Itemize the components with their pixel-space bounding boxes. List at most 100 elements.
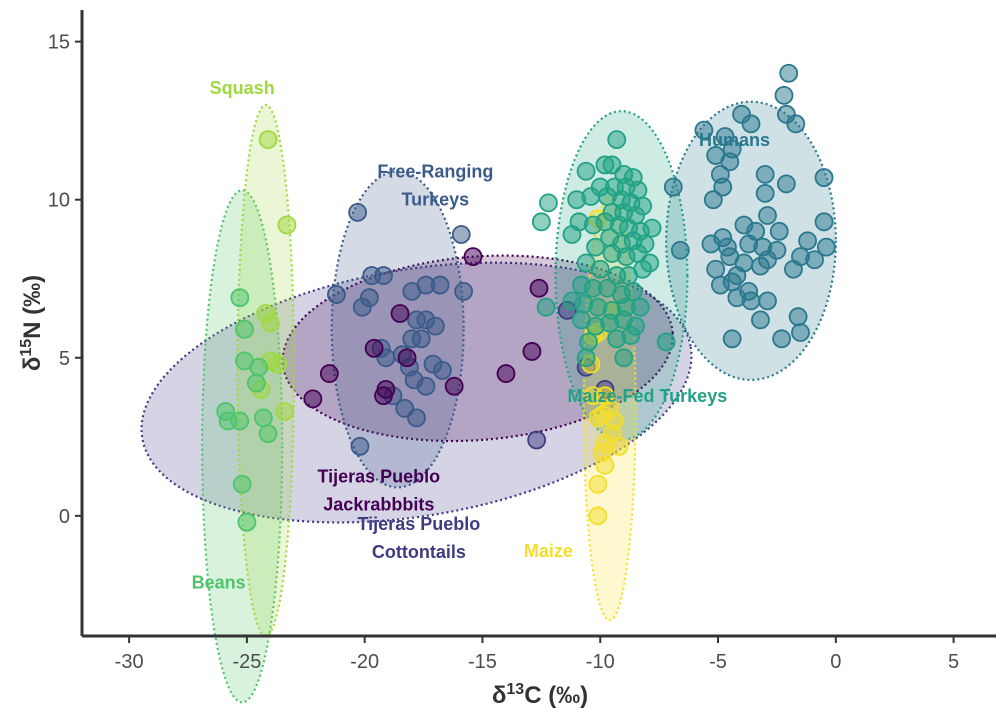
x-tick-label: -5 xyxy=(709,651,727,673)
data-point xyxy=(642,218,662,238)
data-point xyxy=(277,215,297,235)
maize-label: Maize xyxy=(524,541,573,561)
data-point xyxy=(581,187,601,206)
data-point xyxy=(755,183,775,203)
data-point xyxy=(784,259,803,279)
data-point xyxy=(303,389,323,409)
beans-label: Beans xyxy=(192,573,246,593)
data-point xyxy=(814,168,834,187)
data-point xyxy=(590,259,610,279)
data-point xyxy=(374,386,393,406)
data-point xyxy=(722,272,742,292)
data-point xyxy=(741,291,761,311)
data-point xyxy=(536,297,556,317)
data-point xyxy=(758,206,777,225)
tijeras-pueblo-jackrabbbits-label: Tijeras Pueblo Jackrabbbits xyxy=(317,467,440,515)
data-point xyxy=(230,288,250,308)
humans-points xyxy=(663,63,836,349)
data-point xyxy=(562,225,582,244)
data-point xyxy=(402,281,422,301)
data-point xyxy=(798,231,817,251)
squash-label: Squash xyxy=(210,78,275,98)
data-point xyxy=(529,278,549,298)
x-tick-label: -25 xyxy=(232,651,261,673)
data-point xyxy=(769,221,789,241)
data-point xyxy=(586,237,605,257)
point-layer xyxy=(216,63,836,532)
data-point xyxy=(539,193,558,213)
group-label-layer: Squash Beans Free-Ranging Turkeys Tijeras Pu… xyxy=(192,78,770,593)
data-point xyxy=(805,250,825,270)
x-tick-label: 5 xyxy=(948,651,959,673)
data-point xyxy=(588,474,608,494)
data-point xyxy=(772,329,792,349)
data-point xyxy=(364,338,384,358)
data-point xyxy=(411,329,431,349)
data-point xyxy=(237,512,257,532)
data-point xyxy=(588,408,608,428)
data-point xyxy=(755,165,775,184)
data-point xyxy=(352,297,372,317)
data-point xyxy=(433,361,452,380)
data-point xyxy=(232,474,252,494)
data-point xyxy=(444,376,464,396)
x-tick-label: -10 xyxy=(586,651,615,673)
data-point xyxy=(706,259,726,279)
data-point xyxy=(663,177,683,197)
x-tick-label: -30 xyxy=(115,651,144,673)
data-point xyxy=(425,316,445,336)
x-tick-label: -20 xyxy=(350,651,379,673)
maize-fed-turkeys-points xyxy=(531,130,676,368)
humans-label: Humans xyxy=(699,130,770,150)
y-ticks: 0 5 10 15 xyxy=(48,32,82,528)
beans-points xyxy=(216,288,278,532)
data-point xyxy=(258,424,278,444)
data-point xyxy=(319,364,339,383)
data-point xyxy=(268,354,287,374)
data-point xyxy=(786,114,806,134)
data-point xyxy=(496,364,516,383)
data-point xyxy=(397,348,417,368)
tijeras-pueblo-cottontails-label: Tijeras Pueblo Cottontails xyxy=(358,514,481,562)
data-point xyxy=(609,436,629,456)
data-point xyxy=(451,225,471,244)
data-point xyxy=(327,285,346,304)
data-point xyxy=(348,202,368,222)
data-point xyxy=(701,234,721,254)
data-point xyxy=(407,408,426,428)
data-point xyxy=(694,120,714,140)
data-point xyxy=(430,275,450,295)
data-point xyxy=(258,130,278,150)
x-tick-label: -15 xyxy=(468,651,497,673)
x-ticks: -30 -25 -20 -15 -10 -5 0 5 xyxy=(115,636,959,673)
data-point xyxy=(350,436,370,456)
data-point xyxy=(576,161,596,181)
data-point xyxy=(253,408,273,428)
data-point xyxy=(527,430,547,450)
data-point xyxy=(774,85,794,105)
data-point xyxy=(579,332,598,352)
data-point xyxy=(776,174,796,194)
data-point xyxy=(633,259,653,279)
tijeras-pueblo-jackrabbbits-points xyxy=(303,247,549,409)
tijeras-pueblo-cottontails-ellipse xyxy=(140,261,693,524)
data-point xyxy=(246,373,266,393)
data-point xyxy=(531,212,551,232)
data-point xyxy=(720,152,740,172)
data-point xyxy=(390,304,410,323)
x-tick-label: 0 xyxy=(830,651,841,673)
data-point xyxy=(275,402,294,421)
data-point xyxy=(614,348,634,368)
data-point xyxy=(230,411,250,431)
data-point xyxy=(374,266,393,285)
data-point xyxy=(670,240,690,260)
data-point xyxy=(261,313,280,333)
data-point xyxy=(656,332,676,352)
x-axis-title: δ13C (‰) xyxy=(492,681,588,709)
y-axis-title: δ15N (‰) xyxy=(18,275,46,371)
data-point xyxy=(588,506,608,526)
data-point xyxy=(751,310,770,330)
data-point xyxy=(779,63,799,83)
data-point xyxy=(576,348,596,368)
